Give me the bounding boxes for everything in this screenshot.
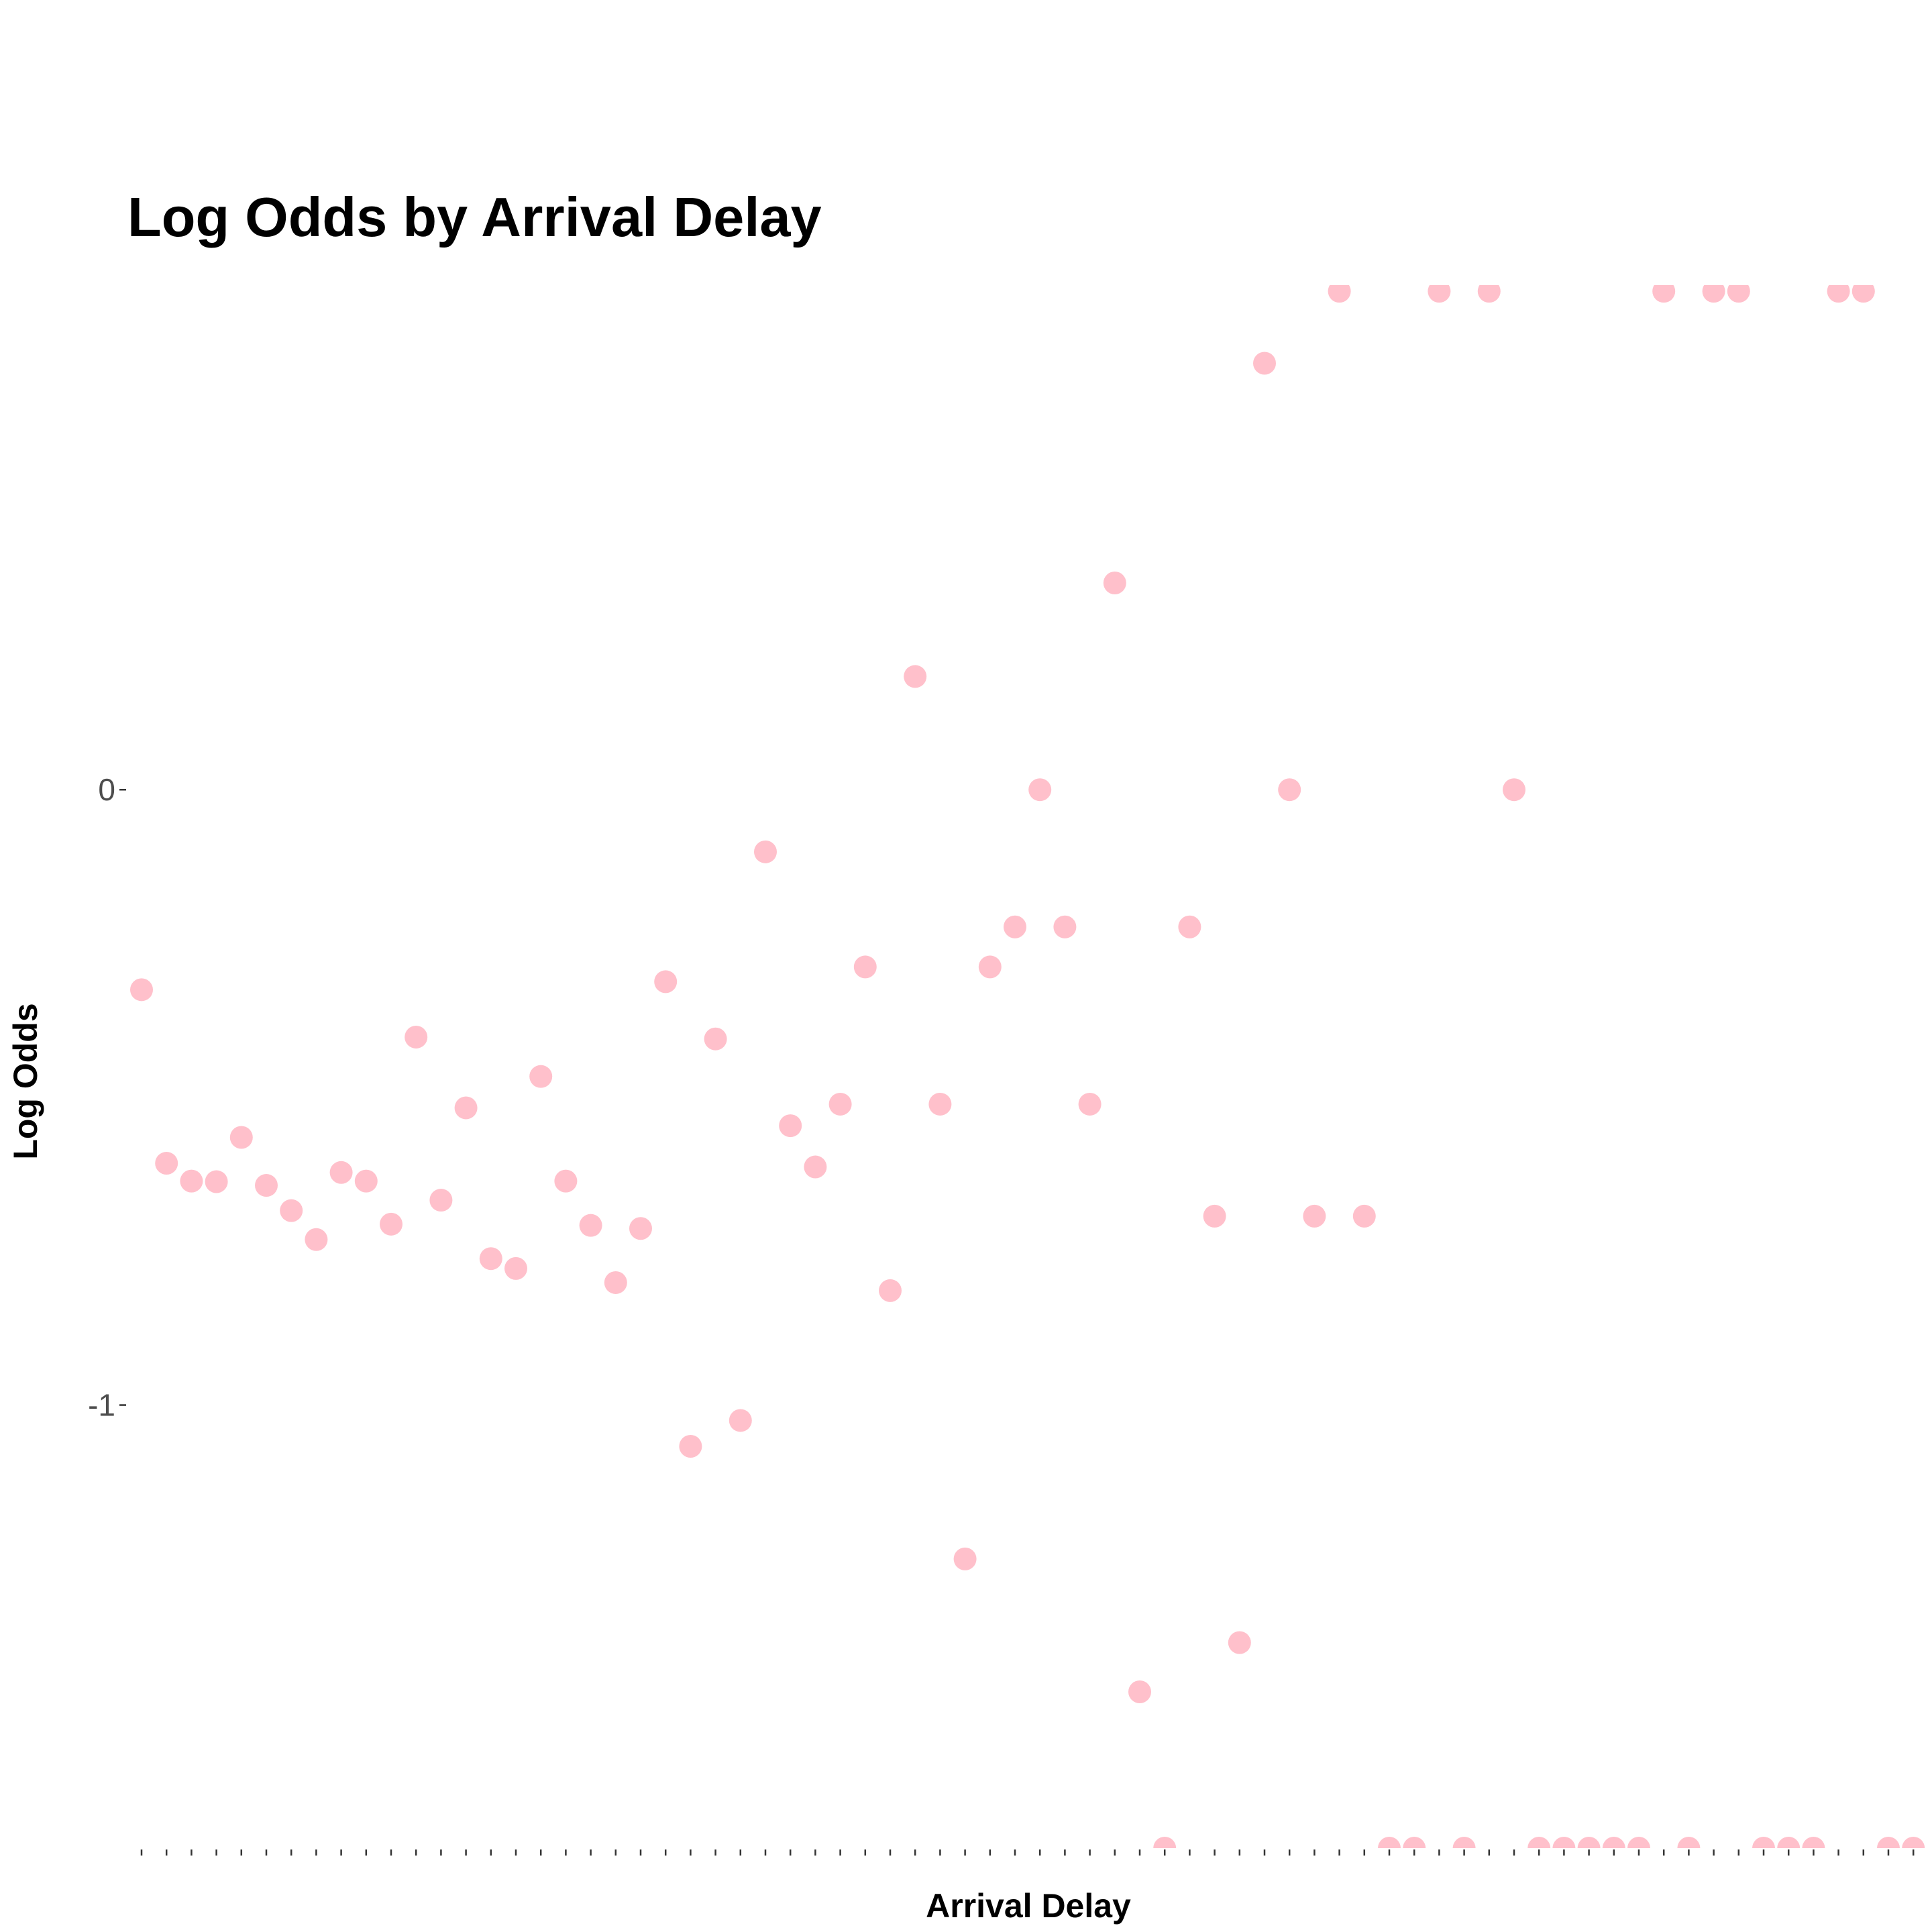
data-point [1278, 778, 1301, 802]
data-point [704, 1027, 727, 1051]
data-point [1477, 285, 1501, 303]
data-point [1552, 1837, 1576, 1848]
data-point [1827, 285, 1850, 303]
data-point [280, 1199, 303, 1222]
data-point [479, 1247, 502, 1271]
chart-title: Log Odds by Arrival Delay [127, 186, 822, 248]
data-point [180, 1169, 203, 1193]
data-point [1902, 1837, 1925, 1848]
data-point [305, 1228, 328, 1251]
data-point [1403, 1837, 1426, 1848]
data-point [429, 1189, 453, 1212]
data-point [853, 955, 877, 979]
data-point [130, 978, 153, 1002]
data-point [1727, 285, 1750, 303]
data-point [329, 1161, 353, 1184]
x-axis [140, 1849, 1915, 1856]
data-point [1503, 778, 1525, 802]
data-point [1527, 1837, 1551, 1848]
data-point [1352, 1204, 1376, 1228]
data-point [1103, 571, 1126, 594]
y-axis-title: Log Odds [7, 1003, 44, 1159]
data-point [354, 1169, 378, 1193]
data-point [1303, 1204, 1326, 1228]
data-point [1702, 285, 1725, 303]
data-point [828, 1092, 852, 1116]
data-point [1328, 285, 1351, 303]
data-point [729, 1409, 752, 1432]
data-point [679, 1434, 702, 1458]
data-point [654, 970, 678, 994]
data-point [1627, 1837, 1650, 1848]
data-point [804, 1155, 827, 1179]
data-point [1128, 1680, 1151, 1703]
data-point [255, 1174, 278, 1197]
x-axis-title: Arrival Delay [926, 1887, 1131, 1925]
data-point [1602, 1837, 1625, 1848]
data-point [1153, 1837, 1177, 1848]
data-point [529, 1065, 553, 1088]
data-point [1228, 1631, 1251, 1654]
data-point [1452, 1837, 1476, 1848]
data-point [1777, 1837, 1801, 1848]
data-point [454, 1096, 478, 1120]
data-point [928, 1092, 952, 1116]
data-point [1677, 1837, 1701, 1848]
data-point [1078, 1092, 1102, 1116]
data-point [953, 1547, 977, 1570]
data-point [1652, 285, 1676, 303]
data-point [779, 1114, 802, 1138]
data-point [1752, 1837, 1775, 1848]
y-tick-label: 0 [98, 772, 115, 807]
data-point [1378, 1837, 1401, 1848]
data-point [1577, 1837, 1601, 1848]
data-point [1428, 285, 1451, 303]
data-point [1028, 778, 1052, 802]
data-point [879, 1279, 902, 1302]
data-point [554, 1169, 578, 1193]
y-tick-label: -1 [88, 1388, 115, 1423]
data-point [1004, 915, 1026, 938]
data-point [504, 1256, 527, 1280]
data-point [229, 1126, 253, 1149]
data-point [754, 840, 777, 863]
data-point [1203, 1204, 1226, 1228]
data-point [1178, 915, 1201, 938]
data-point [1877, 1837, 1900, 1848]
data-points [130, 285, 1925, 1848]
data-point [629, 1217, 652, 1240]
data-point [1851, 285, 1875, 303]
data-point [1253, 352, 1276, 375]
data-point [380, 1212, 402, 1236]
data-point [978, 955, 1002, 979]
data-point [205, 1170, 228, 1193]
data-point [904, 665, 927, 688]
data-point [1802, 1837, 1825, 1848]
data-point [405, 1025, 428, 1049]
data-point [579, 1214, 602, 1237]
y-axis: 0 -1 [88, 772, 126, 1423]
data-point [1053, 915, 1077, 938]
data-point [604, 1271, 627, 1294]
data-point [155, 1152, 178, 1175]
